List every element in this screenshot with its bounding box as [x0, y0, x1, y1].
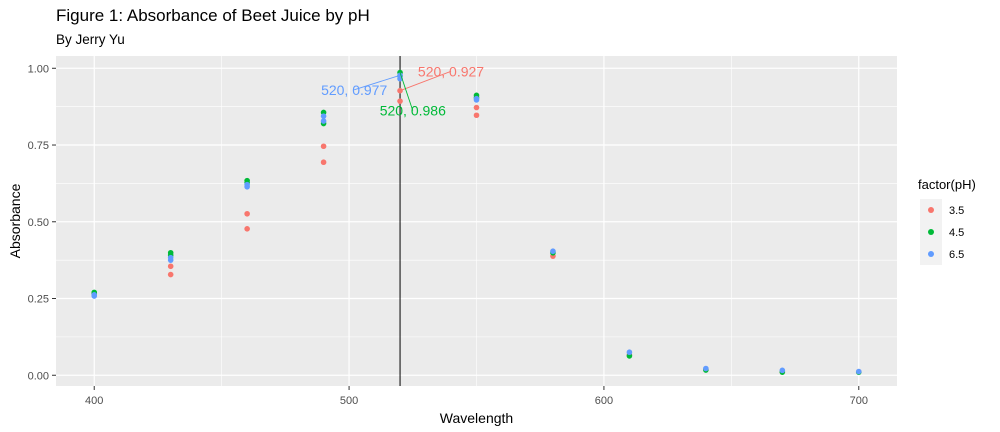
point-ph-3.5 [320, 143, 327, 150]
y-axis-title: Absorbance [7, 183, 23, 258]
point-ph-6.5 [244, 181, 250, 188]
major-gridlines [56, 56, 897, 386]
x-tick-label: 500 [340, 395, 358, 407]
y-tick-label: 1.00 [28, 63, 49, 75]
x-axis-title: Wavelength [440, 410, 513, 426]
x-tick-label: 400 [85, 395, 103, 407]
point-ph-3.5 [397, 98, 403, 104]
point-ph-3.5 [244, 210, 250, 217]
annotation-label: 520, 0.977 [321, 82, 387, 98]
legend-label: 3.5 [949, 205, 964, 217]
legend: factor(pH) 3.5 4.5 6.5 [918, 177, 976, 265]
point-ph-3.5 [320, 159, 327, 166]
legend-marker-ph-6.5 [928, 251, 934, 257]
legend-label: 4.5 [949, 227, 964, 239]
chart-subtitle: By Jerry Yu [56, 32, 125, 47]
point-ph-6.5 [855, 368, 862, 375]
annotations: 520, 0.927 520, 0.977 520, 0.986 [321, 63, 484, 118]
point-ph-6.5 [91, 292, 98, 298]
annotation-label: 520, 0.927 [418, 63, 484, 79]
y-tick-label: 0.25 [28, 294, 49, 306]
point-ph-6.5 [320, 118, 327, 124]
legend-marker-ph-4.5 [928, 229, 934, 235]
chart-title: Figure 1: Absorbance of Beet Juice by pH [56, 6, 370, 25]
legend-title: factor(pH) [918, 177, 976, 192]
point-ph-6.5 [626, 349, 633, 356]
point-ph-6.5 [473, 95, 480, 102]
y-tick-label: 0.00 [28, 370, 49, 382]
point-ph-3.5 [473, 104, 480, 111]
legend-marker-ph-3.5 [928, 207, 934, 213]
y-axis-ticks: 0.00 0.25 0.50 0.75 1.00 [28, 63, 56, 382]
point-ph-6.5 [779, 367, 786, 374]
annotation-leader [354, 74, 401, 91]
point-ph-6.5 [167, 254, 174, 261]
x-tick-label: 600 [595, 395, 613, 407]
point-ph-3.5 [167, 271, 174, 278]
x-tick-label: 700 [850, 395, 868, 407]
point-ph-3.5 [167, 263, 174, 270]
y-tick-label: 0.75 [28, 140, 49, 152]
annotation-leader [399, 70, 452, 92]
annotation-label: 520, 0.986 [380, 103, 446, 119]
point-ph-6.5 [320, 113, 327, 119]
annotation-leader [399, 72, 414, 111]
point-ph-6.5 [703, 365, 709, 372]
point-ph-3.5 [473, 112, 480, 119]
point-ph-3.5 [244, 226, 250, 232]
point-ph-6.5 [550, 248, 556, 255]
legend-label: 6.5 [949, 249, 964, 261]
x-axis-ticks: 400 500 600 700 [85, 386, 868, 407]
y-tick-label: 0.50 [28, 217, 49, 229]
